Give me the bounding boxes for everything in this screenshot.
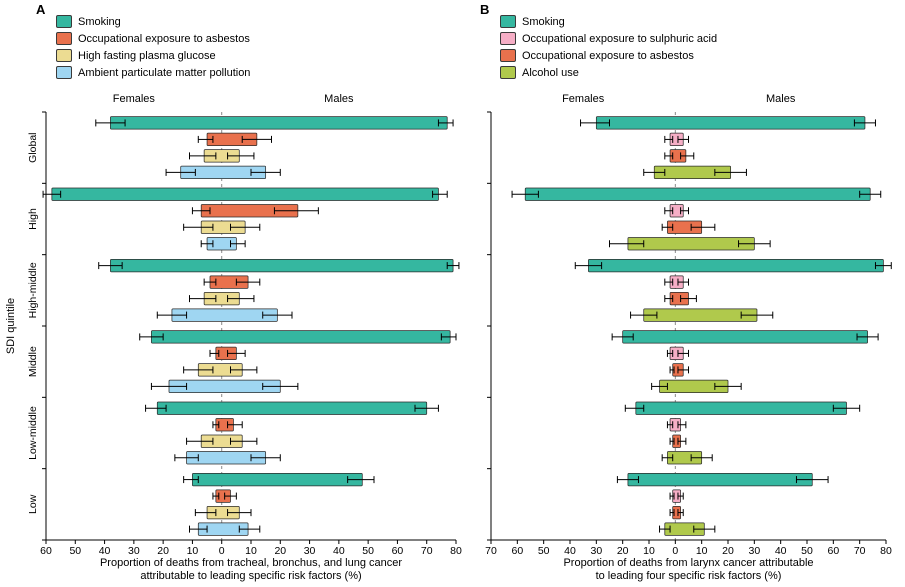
- females-header: Females: [562, 93, 605, 105]
- legend-color-swatch: [56, 32, 72, 45]
- bar: [524, 187, 871, 201]
- legend-color-swatch: [56, 66, 72, 79]
- legend-color-swatch: [56, 15, 72, 28]
- males-header: Males: [324, 93, 354, 105]
- x-tick-label: 20: [722, 545, 734, 557]
- legend-item: Occupational exposure to asbestos: [500, 49, 717, 62]
- caption-line: attributable to leading specific risk fa…: [140, 570, 362, 582]
- x-tick-label: 30: [128, 545, 140, 557]
- sdi-group-label: High: [27, 208, 39, 230]
- legend-item: Smoking: [500, 15, 717, 28]
- legend-item-label: Smoking: [522, 15, 565, 28]
- sdi-group-label: Low-middle: [27, 406, 39, 460]
- x-tick-label: 80: [880, 545, 892, 557]
- x-tick-label: 50: [69, 545, 81, 557]
- x-tick-label: 40: [333, 545, 345, 557]
- legend-item-label: Ambient particulate matter pollution: [78, 66, 251, 79]
- bar: [622, 330, 868, 344]
- x-tick-label: 60: [392, 545, 404, 557]
- females-header: Females: [113, 93, 156, 105]
- x-tick-label: 40: [564, 545, 576, 557]
- bar: [110, 258, 454, 273]
- bar: [156, 401, 428, 415]
- x-tick-label: 30: [748, 545, 760, 557]
- sdi-group-label: Global: [27, 132, 39, 162]
- x-tick-label: 80: [450, 545, 462, 557]
- bar: [192, 472, 363, 487]
- legend-color-swatch: [500, 49, 516, 62]
- bar: [627, 472, 813, 487]
- legend-color-swatch: [500, 15, 516, 28]
- x-tick-label: 0: [219, 545, 225, 557]
- x-tick-label: 70: [485, 545, 497, 557]
- caption-line: Proportion of deaths from tracheal, bron…: [99, 557, 403, 569]
- x-tick-label: 70: [421, 545, 433, 557]
- legend-item-label: Smoking: [78, 15, 121, 28]
- panel-b-letter: B: [480, 2, 490, 17]
- x-tick-label: 60: [40, 545, 52, 557]
- bar: [171, 308, 278, 322]
- legend-item-label: Occupational exposure to sulphuric acid: [522, 32, 718, 45]
- x-tick-label: 50: [538, 545, 550, 557]
- legend-item: Alcohol use: [500, 66, 717, 79]
- sdi-group-label: Low: [27, 494, 39, 514]
- x-tick-label: 0: [672, 545, 678, 557]
- x-tick-label: 30: [590, 545, 602, 557]
- panel-a-letter: A: [36, 2, 46, 17]
- males-header: Males: [766, 93, 796, 105]
- legend-item: Smoking: [56, 15, 250, 28]
- legend-item-label: High fasting plasma glucose: [78, 49, 216, 62]
- x-tick-label: 20: [617, 545, 629, 557]
- x-tick-label: 50: [362, 545, 374, 557]
- x-tick-label: 60: [827, 545, 839, 557]
- legend-color-swatch: [500, 32, 516, 45]
- x-tick-label: 40: [775, 545, 787, 557]
- x-tick-label: 60: [511, 545, 523, 557]
- y-axis-title: SDI quintile: [5, 298, 17, 354]
- legend-item-label: Alcohol use: [522, 66, 579, 79]
- x-tick-label: 20: [274, 545, 286, 557]
- legend: Smoking Occupational exposure to asbestos…: [56, 15, 250, 83]
- x-tick-label: 50: [801, 545, 813, 557]
- bar: [151, 330, 451, 344]
- legend-item-label: Occupational exposure to asbestos: [522, 49, 694, 62]
- panel-a-caption: Proportion of deaths from tracheal, bron…: [46, 557, 456, 583]
- bar: [627, 237, 755, 251]
- legend-item: Occupational exposure to asbestos: [56, 32, 250, 45]
- legend-item-label: Occupational exposure to asbestos: [78, 32, 250, 45]
- legend-color-swatch: [500, 66, 516, 79]
- bar: [51, 187, 439, 201]
- bar: [588, 258, 884, 273]
- legend-item: Occupational exposure to sulphuric acid: [500, 32, 717, 45]
- caption-line: to leading four specific risk factors (%…: [595, 570, 782, 582]
- bar: [635, 401, 847, 415]
- x-tick-label: 20: [157, 545, 169, 557]
- legend-item: High fasting plasma glucose: [56, 49, 250, 62]
- x-tick-label: 10: [643, 545, 655, 557]
- bar: [110, 116, 448, 130]
- x-tick-label: 10: [696, 545, 708, 557]
- panel-b-caption: Proportion of deaths from larynx cancer …: [491, 557, 886, 583]
- legend-color-swatch: [56, 49, 72, 62]
- sdi-group-label: Middle: [27, 346, 39, 377]
- sdi-group-label: High-middle: [27, 262, 39, 318]
- x-tick-label: 10: [187, 545, 199, 557]
- x-tick-label: 70: [854, 545, 866, 557]
- x-tick-label: 40: [99, 545, 111, 557]
- x-tick-label: 30: [304, 545, 316, 557]
- x-tick-label: 10: [245, 545, 257, 557]
- legend: Smoking Occupational exposure to sulphuri…: [500, 15, 717, 83]
- bar: [595, 116, 866, 130]
- bar: [643, 308, 758, 322]
- caption-line: Proportion of deaths from larynx cancer …: [563, 557, 814, 569]
- legend-item: Ambient particulate matter pollution: [56, 66, 250, 79]
